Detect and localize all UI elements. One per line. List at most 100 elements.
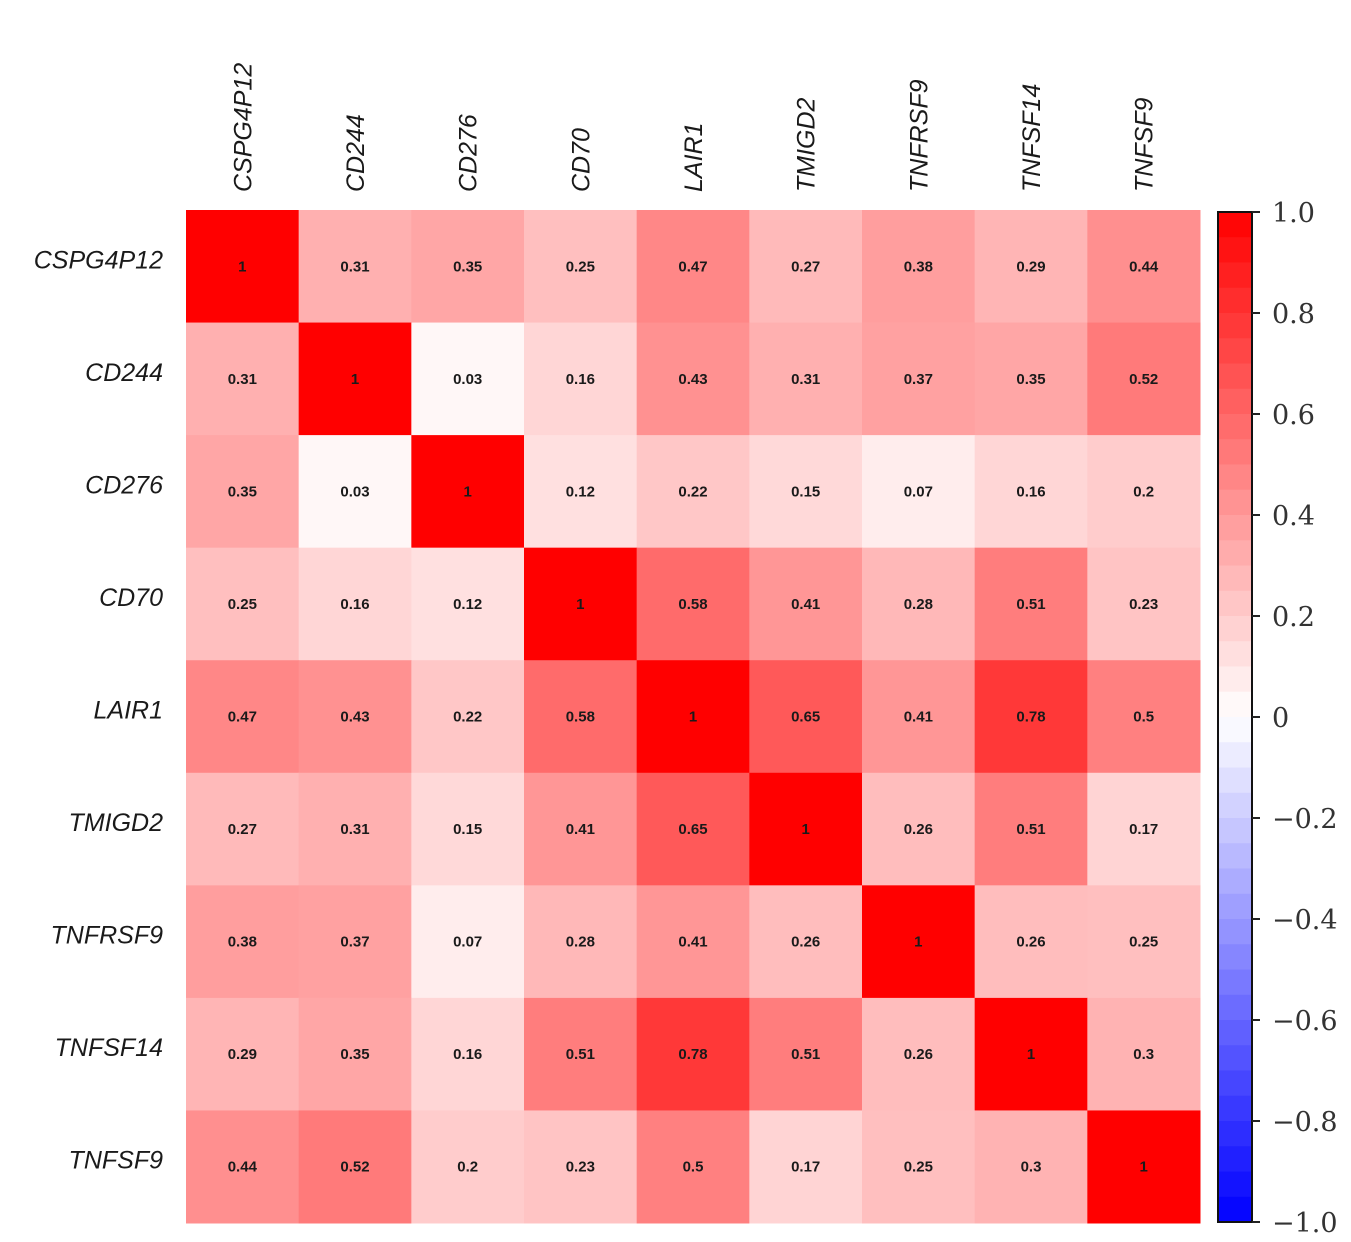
colorbar-segment: [1218, 1070, 1252, 1097]
cell-value-label: 0.37: [904, 371, 933, 388]
heatmap-cell: [749, 322, 863, 436]
colorbar-tick-label: −1.0: [1272, 1208, 1338, 1239]
cell-value-label: 0.78: [678, 1046, 707, 1063]
row-labels: CSPG4P12 CD244 CD276 CD70 LAIR1 TMIGD2 TNFRSF9…: [34, 246, 163, 1174]
colorbar-segment: [1218, 363, 1252, 390]
colorbar-segment: [1218, 843, 1252, 870]
colorbar-segment: [1218, 1045, 1252, 1072]
cell-value-label: 1: [351, 371, 359, 388]
heatmap-cell: [974, 772, 1088, 886]
cell-value-label: 0.16: [566, 371, 595, 388]
cell-value-label: 0.65: [791, 709, 820, 726]
column-label: CD276: [455, 114, 483, 192]
heatmap-cell: [749, 772, 863, 886]
colorbar-segment: [1218, 565, 1252, 592]
cell-value-label: 0.5: [683, 1159, 704, 1176]
cell-value-label: 0.35: [1016, 371, 1045, 388]
heatmap-cell: [298, 885, 412, 999]
column-label: LAIR1: [680, 123, 708, 192]
cell-value-label: 0.41: [678, 934, 707, 951]
heatmap-cell: [749, 885, 863, 999]
row-label: TMIGD2: [69, 809, 164, 837]
row-label: CD70: [99, 584, 163, 612]
heatmap-cell: [186, 1110, 300, 1224]
cell-value-label: 0.29: [228, 1046, 257, 1063]
cell-value-label: 1: [238, 258, 246, 275]
cell-value-label: 0.31: [340, 821, 369, 838]
colorbar-segment: [1218, 691, 1252, 718]
heatmap-cell: [974, 1110, 1088, 1224]
cell-value-label: 0.2: [1133, 483, 1154, 500]
column-label: CD70: [567, 128, 595, 192]
heatmap-cell: [862, 660, 976, 774]
heatmap-cell: [186, 997, 300, 1111]
heatmap-cell: [862, 322, 976, 436]
heatmap-cell: [524, 210, 638, 324]
heatmap-cell: [411, 885, 525, 999]
column-label: TMIGD2: [793, 97, 821, 192]
cell-value-label: 0.3: [1133, 1046, 1154, 1063]
heatmap-cell: [862, 435, 976, 549]
colorbar-segment: [1218, 969, 1252, 996]
heatmap-cell: [974, 885, 1088, 999]
cell-value-label: 0.58: [678, 596, 707, 613]
heatmap-cell: [749, 435, 863, 549]
column-label: CD244: [342, 114, 370, 192]
colorbar-tick-label: 0.4: [1272, 501, 1315, 532]
heatmap-cell: [524, 660, 638, 774]
cell-value-label: 0.28: [566, 934, 595, 951]
row-label: LAIR1: [94, 697, 163, 725]
colorbar-segment: [1218, 717, 1252, 743]
row-label: TNFSF14: [55, 1034, 163, 1062]
cell-value-label: 1: [801, 821, 809, 838]
cell-value-label: 0.17: [1129, 821, 1158, 838]
cell-value-label: 0.23: [1129, 596, 1158, 613]
colorbar-tick-label: 0.2: [1272, 602, 1315, 633]
heatmap-cell: [636, 997, 750, 1111]
colorbar-tick-label: 0.8: [1272, 299, 1315, 330]
colorbar-segment: [1218, 590, 1252, 617]
cell-value-label: 0.07: [904, 483, 933, 500]
heatmap-cells: 1 0.31 0.35 0.25 0.47 0.27 0.38 0.29 0.440.31 1 0.…: [186, 210, 1201, 1224]
cell-value-label: 0.52: [1129, 371, 1158, 388]
heatmap-cell: [749, 210, 863, 324]
cell-value-label: 0.35: [340, 1046, 369, 1063]
colorbar-segment: [1218, 994, 1252, 1021]
cell-value-label: 1: [1027, 1046, 1035, 1063]
heatmap-cell: [298, 435, 412, 549]
heatmap-cell: [636, 322, 750, 436]
cell-value-label: 0.44: [228, 1159, 258, 1176]
cell-value-label: 0.2: [457, 1159, 478, 1176]
heatmap-cell: [749, 660, 863, 774]
cell-value-label: 0.27: [791, 258, 820, 275]
cell-value-label: 0.51: [1016, 596, 1045, 613]
cell-value-label: 0.31: [228, 371, 257, 388]
cell-value-label: 0.41: [566, 821, 595, 838]
cell-value-label: 0.23: [566, 1159, 595, 1176]
colorbar-segment: [1218, 414, 1252, 440]
row-label: CD276: [85, 471, 163, 499]
colorbar-segment: [1218, 1196, 1252, 1223]
column-label: TNFSF14: [1018, 84, 1046, 192]
cell-value-label: 0.31: [791, 371, 820, 388]
colorbar-segment: [1218, 313, 1252, 339]
cell-value-label: 0.35: [453, 258, 482, 275]
heatmap-cell: [411, 772, 525, 886]
heatmap-cell: [298, 997, 412, 1111]
heatmap-cell: [411, 210, 525, 324]
colorbar-segment: [1218, 641, 1252, 668]
colorbar-segment: [1218, 540, 1252, 567]
heatmap-cell: [411, 435, 525, 549]
colorbar-segment: [1218, 287, 1252, 314]
heatmap-cell: [636, 547, 750, 661]
cell-value-label: 0.22: [678, 483, 707, 500]
cell-value-label: 0.52: [340, 1159, 369, 1176]
colorbar-segment: [1218, 792, 1252, 819]
heatmap-cell: [186, 435, 300, 549]
heatmap-cell: [186, 547, 300, 661]
heatmap-cell: [298, 547, 412, 661]
heatmap-cell: [749, 1110, 863, 1224]
cell-value-label: 1: [914, 934, 922, 951]
heatmap-cell: [1087, 547, 1201, 661]
cell-value-label: 0.25: [228, 596, 257, 613]
